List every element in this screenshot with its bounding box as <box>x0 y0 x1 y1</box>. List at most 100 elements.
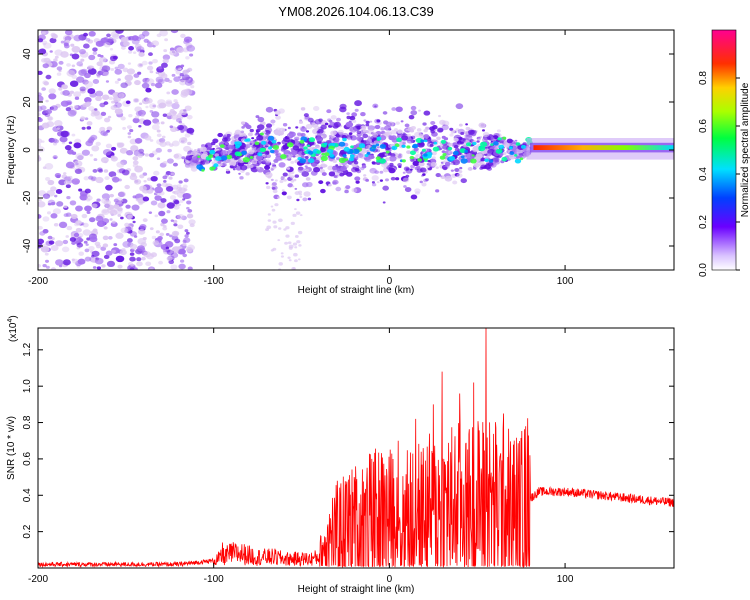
spectrogram-dot <box>268 146 272 150</box>
spectrogram-dot <box>280 255 284 258</box>
figure-title: YM08.2026.104.06.13.C39 <box>278 4 433 19</box>
spectrogram-dot <box>95 176 104 184</box>
spectrogram-dot <box>382 201 386 204</box>
spectrogram-dot <box>162 58 169 64</box>
spectrogram-dot <box>135 46 145 53</box>
spectrogram-dot <box>364 153 369 158</box>
colorbar-tick-label: 0.6 <box>698 119 709 133</box>
spectrogram-dot <box>53 58 58 62</box>
spectrogram-dot <box>137 63 144 68</box>
spectrogram-dot <box>183 193 192 200</box>
spectrogram-dot <box>277 148 281 151</box>
spectrogram-dot <box>54 172 62 178</box>
spectrogram-dot <box>62 239 69 245</box>
spectrogram-dot <box>348 157 355 162</box>
colorbar: 0.0 0.2 0.4 0.6 0.8 Normalized spectral ampl… <box>698 29 750 277</box>
spectrogram-dot <box>160 121 165 125</box>
spectrogram-dot <box>65 161 75 169</box>
spectrogram-dot <box>514 154 518 157</box>
spectrogram-dot <box>54 194 58 198</box>
spectrogram-dot <box>287 241 292 245</box>
spectrogram-dot <box>417 158 423 162</box>
colorbar-tick-label: 0.2 <box>698 215 709 229</box>
spectrogram-dot <box>163 49 168 53</box>
spectrogram-dot <box>279 179 284 184</box>
spectrogram-dot <box>305 177 311 181</box>
spectrogram-dot <box>140 114 145 118</box>
spectrogram-dot <box>324 122 329 126</box>
spectrogram-dot <box>145 261 152 267</box>
spectrogram-dot <box>110 68 115 71</box>
spectrogram-dot <box>68 175 73 180</box>
spectrogram-dot <box>76 61 84 67</box>
spectrogram-dot <box>66 225 73 231</box>
spectrogram-dot <box>385 157 389 160</box>
spectrogram-dot <box>360 112 366 117</box>
spectrogram-dot <box>80 68 88 75</box>
spectrogram-dot <box>95 95 102 102</box>
spectrogram-dot <box>292 145 300 151</box>
spectrogram-dot <box>358 143 366 149</box>
spectrogram-dot <box>272 220 277 224</box>
spectrogram-dot <box>170 30 179 34</box>
spectrogram-dot <box>316 133 322 137</box>
spectrogram-dot <box>304 155 309 159</box>
spectrogram-dot <box>253 160 257 163</box>
spectrogram-dot <box>416 128 422 132</box>
spectrogram-y-tick-label: 40 <box>22 48 33 60</box>
spectrogram-dot <box>321 172 327 177</box>
spectrogram-dot <box>50 244 59 252</box>
spectrogram-dot <box>144 153 149 157</box>
spectrogram-dot <box>94 257 104 265</box>
spectrogram-dot <box>79 86 86 92</box>
spectrogram-dot <box>305 123 313 130</box>
spectrogram-dot <box>187 141 192 146</box>
spectrogram-dot <box>316 150 322 154</box>
spectrogram-dot <box>339 103 347 110</box>
spectrogram-dot <box>73 34 83 42</box>
spectrogram-dot <box>111 100 115 104</box>
spectrogram-dot <box>265 182 269 185</box>
spectrogram-dot <box>183 178 189 183</box>
spectrogram-dot <box>162 161 168 165</box>
spectrogram-dot <box>135 110 143 117</box>
spectrogram-dot <box>172 162 178 167</box>
spectrogram-dot <box>288 131 296 138</box>
spectrogram-dot <box>102 243 109 248</box>
spectrogram-dot <box>305 181 313 188</box>
spectrogram-dot <box>88 217 96 223</box>
spectrogram-dot <box>127 50 133 54</box>
spectrogram-dot <box>163 224 167 228</box>
spectrogram-dot <box>456 140 462 144</box>
spectrogram-dot <box>427 159 431 163</box>
spectrogram-dot <box>285 226 290 230</box>
spectrogram-dot <box>506 138 513 144</box>
spectrogram-dot <box>92 228 98 233</box>
spectrogram-dot <box>371 132 379 138</box>
spectrogram-dot <box>187 208 193 213</box>
spectrogram-dot <box>247 132 253 137</box>
spectrogram-dot <box>53 139 59 144</box>
spectrogram-dot <box>270 178 274 181</box>
spectrogram-dot <box>73 105 79 109</box>
spectrogram-dot <box>166 210 171 214</box>
spectrogram-dot <box>478 145 486 152</box>
spectrogram-dot <box>285 234 290 238</box>
spectrogram-dot <box>74 168 82 175</box>
spectrogram-dot <box>363 119 367 122</box>
spectrogram-dot <box>56 201 64 207</box>
spectrogram-dot <box>260 140 267 145</box>
colorbar-label: Normalized spectral amplitude <box>740 82 750 217</box>
spectrogram-y-label: Frequency (Hz) <box>6 116 17 185</box>
spectrogram-dot <box>496 129 501 133</box>
spectrogram-dot <box>488 161 494 166</box>
spectrogram-dot <box>455 103 464 110</box>
spectrogram-dot <box>96 72 101 77</box>
spectrogram-dot <box>292 213 297 217</box>
spectrogram-dot <box>254 141 260 146</box>
spectrogram-dot <box>514 158 522 164</box>
spectrogram-dot <box>80 58 85 62</box>
spectrogram-dot <box>131 38 140 45</box>
spectrogram-dot <box>176 184 182 188</box>
spectrogram-dot <box>297 167 306 173</box>
